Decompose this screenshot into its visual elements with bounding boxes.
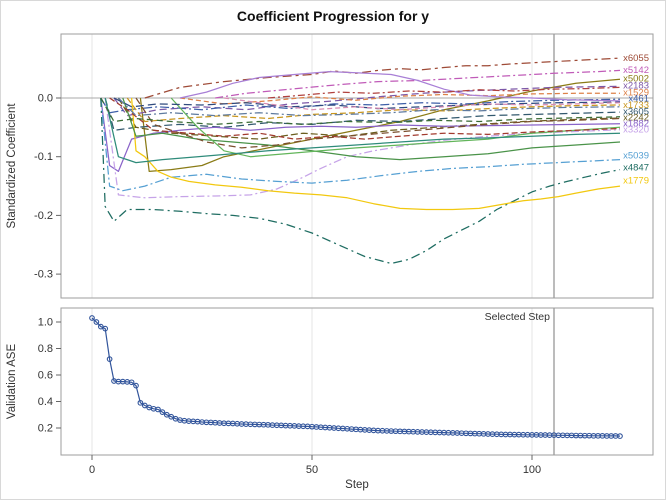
series-label-x2183: x2183 bbox=[623, 81, 649, 92]
series-label-x4847: x4847 bbox=[623, 163, 649, 174]
series-line-x3605 bbox=[104, 97, 621, 131]
series-line-series-darkgreen bbox=[100, 97, 621, 126]
validation-ase-marker bbox=[168, 413, 175, 420]
series-line-series-teal bbox=[104, 97, 621, 164]
ytick-label: 0.2 bbox=[38, 423, 53, 435]
series-label-x2242: x2242 bbox=[623, 113, 649, 124]
series-label-x5002: x5002 bbox=[623, 74, 649, 85]
panel-frame bbox=[60, 307, 654, 456]
series-line-series-green-2 bbox=[170, 97, 621, 158]
series-line-series-green-1 bbox=[122, 97, 621, 161]
series-label-x1779: x1779 bbox=[623, 176, 649, 187]
series-label-x1733: x1733 bbox=[623, 100, 649, 111]
series-line-x3320 bbox=[104, 97, 621, 199]
validation-ase-marker bbox=[617, 433, 623, 439]
series-line-series-violet bbox=[179, 70, 621, 102]
series-line-x5142 bbox=[215, 69, 621, 99]
series-label-x3605: x3605 bbox=[623, 107, 649, 118]
validation-ase-marker bbox=[159, 409, 166, 415]
validation-ase-marker bbox=[102, 325, 109, 332]
xtick-label: 100 bbox=[523, 464, 541, 476]
series-label-x1529: x1529 bbox=[623, 88, 649, 99]
series-line-series-crimson bbox=[267, 86, 621, 99]
series-line-series-grayblue bbox=[117, 97, 621, 117]
ase-axis-label: Validation ASE bbox=[6, 344, 18, 420]
series-line-x1779 bbox=[130, 97, 621, 211]
validation-ase-marker bbox=[163, 411, 170, 418]
series-line-series-pink bbox=[223, 97, 621, 111]
series-line-x2242 bbox=[117, 97, 621, 140]
panel-frame bbox=[60, 33, 654, 299]
series-label-x461: x461 bbox=[628, 94, 649, 105]
validation-ase-marker bbox=[141, 402, 148, 409]
series-line-series-darkred bbox=[109, 97, 621, 140]
x-axis-label: Step bbox=[345, 479, 369, 491]
series-line-x6055 bbox=[144, 57, 621, 99]
ytick-label: 0.8 bbox=[38, 343, 53, 355]
validation-ase-marker bbox=[155, 406, 161, 413]
selected-step-annotation: Selected Step bbox=[485, 311, 551, 323]
series-line-x1529 bbox=[179, 92, 620, 105]
series-label-x1882: x1882 bbox=[623, 119, 649, 130]
ytick-label: 0.6 bbox=[38, 370, 53, 382]
chart-title: Coefficient Progression for y bbox=[236, 8, 430, 24]
validation-ase-marker bbox=[137, 399, 144, 406]
series-label-x5039: x5039 bbox=[623, 151, 649, 162]
ytick-label: -0.2 bbox=[34, 210, 53, 222]
validation-ase-marker bbox=[97, 323, 104, 330]
xtick-label: 0 bbox=[89, 464, 95, 476]
validation-ase-marker bbox=[133, 382, 139, 389]
validation-ase-marker bbox=[106, 356, 113, 362]
series-line-x4847 bbox=[100, 97, 621, 265]
coefficient-axis-label: Standardized Coefficient bbox=[6, 103, 18, 229]
series-label-x5142: x5142 bbox=[623, 65, 649, 76]
series-line-x5039 bbox=[100, 97, 621, 192]
series-label-x3320: x3320 bbox=[623, 125, 649, 136]
validation-ase-marker bbox=[128, 379, 135, 386]
series-line-series-navy bbox=[113, 97, 621, 110]
validation-ase-marker bbox=[93, 319, 100, 325]
series-line-series-brown bbox=[135, 97, 621, 149]
ytick-label: 0.4 bbox=[38, 396, 53, 408]
series-line-x1733 bbox=[126, 97, 621, 123]
validation-ase-marker bbox=[89, 315, 95, 321]
validation-ase-line bbox=[91, 317, 621, 437]
series-line-x1882 bbox=[100, 97, 621, 173]
ytick-label: 1.0 bbox=[38, 317, 53, 329]
xtick-label: 50 bbox=[306, 464, 318, 476]
ytick-label: -0.3 bbox=[34, 269, 53, 281]
series-label-x6055: x6055 bbox=[623, 53, 649, 64]
ytick-label: -0.1 bbox=[34, 151, 53, 163]
ytick-label: 0.0 bbox=[38, 93, 53, 105]
